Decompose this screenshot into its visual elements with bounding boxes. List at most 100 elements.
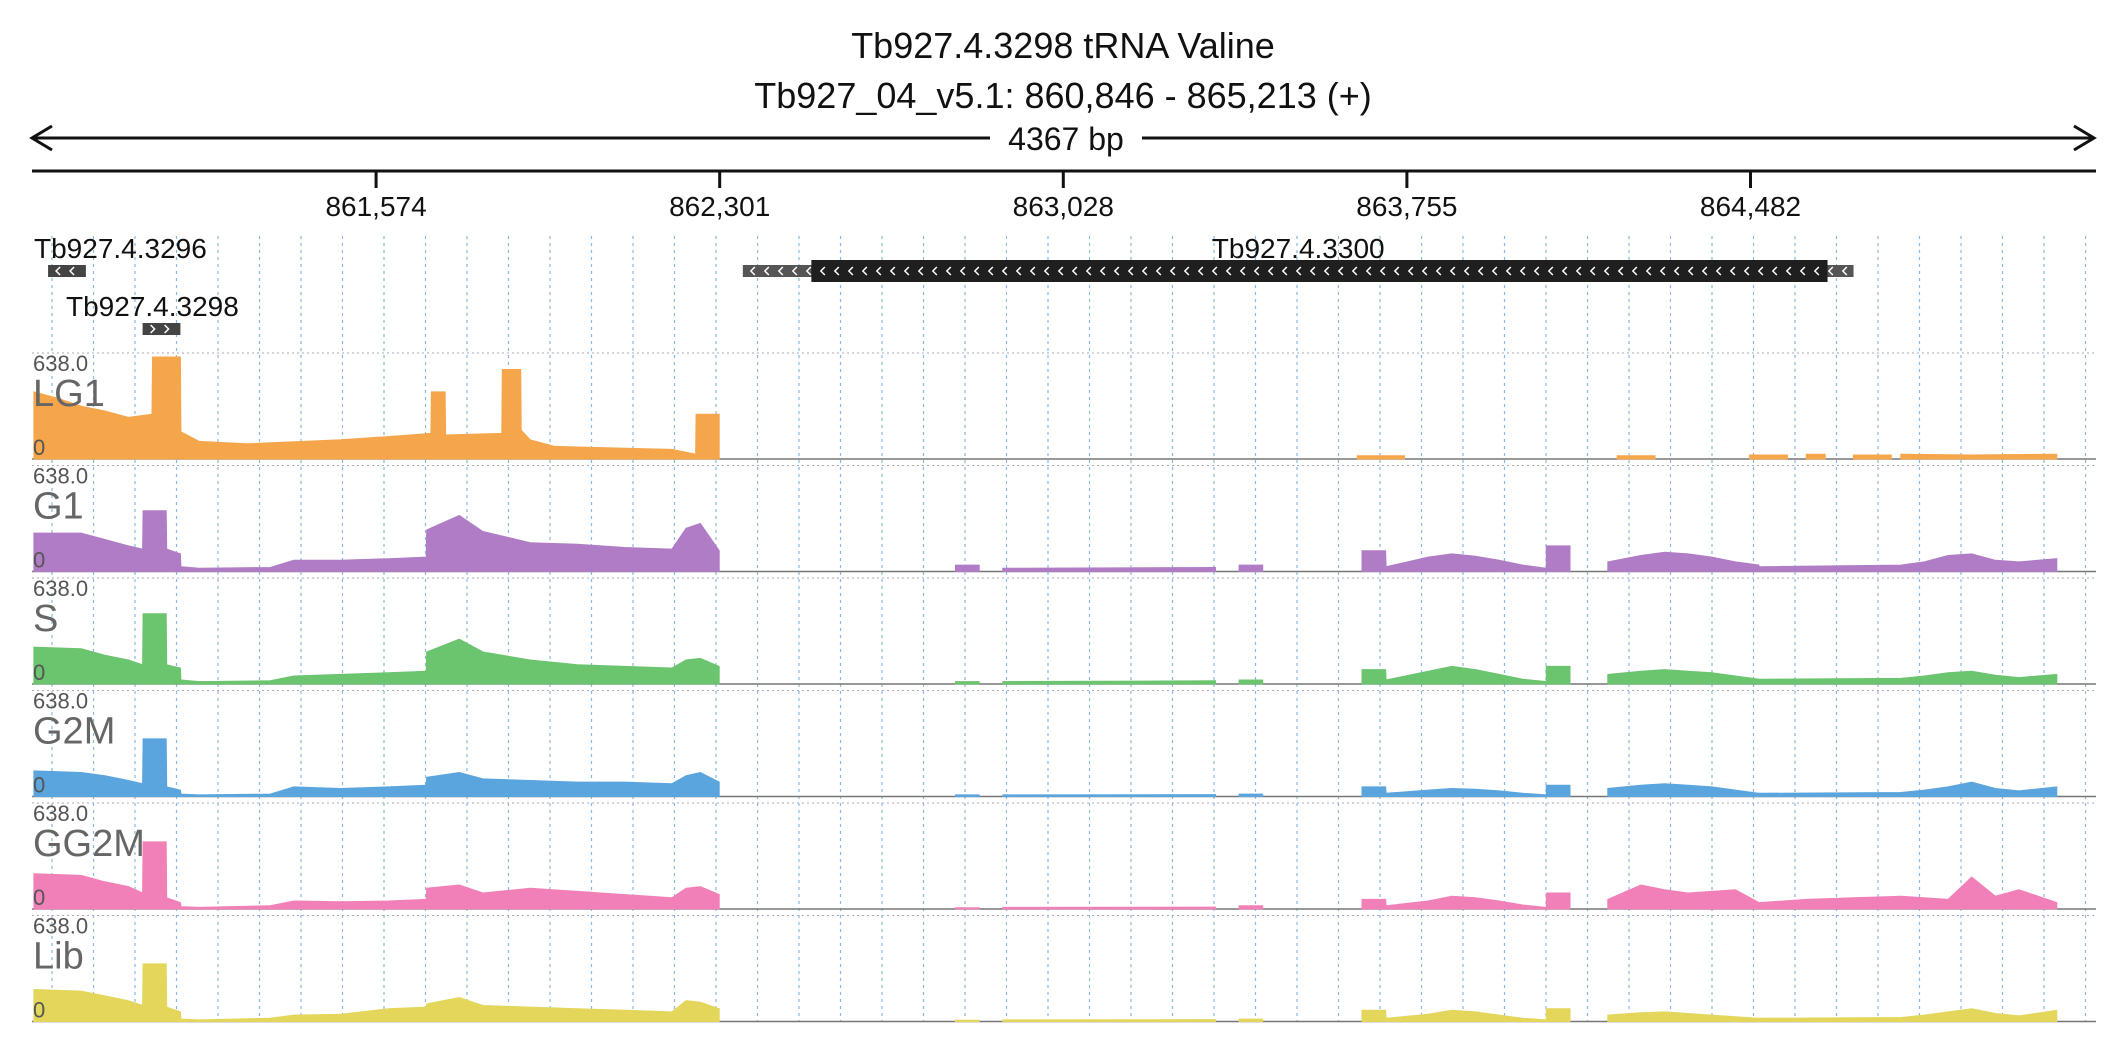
coverage-area (955, 794, 980, 797)
coverage-area (33, 841, 720, 910)
chevron-left-icon (1365, 266, 1372, 276)
chevron-left-icon (69, 266, 75, 276)
chevron-left-icon (1071, 266, 1078, 276)
chevron-left-icon (1827, 266, 1834, 276)
gene-label: Tb927.4.3300 (1212, 233, 1385, 264)
chevron-left-icon (1155, 266, 1162, 276)
track-ymin-label: 0 (33, 998, 45, 1023)
coverage-area (955, 564, 980, 572)
chevron-left-icon (1729, 266, 1736, 276)
chevron-left-icon (1575, 266, 1582, 276)
track-name-label: S (33, 598, 58, 640)
chevron-left-icon (1491, 266, 1498, 276)
track-name-label: G1 (33, 486, 84, 528)
chevron-left-icon (1715, 266, 1722, 276)
coverage-area (1607, 783, 1760, 797)
chevron-left-icon (1757, 266, 1764, 276)
span-length-label: 4367 bp (1008, 121, 1124, 157)
chevron-left-icon (917, 266, 924, 276)
chevron-left-icon (1533, 266, 1540, 276)
chevron-left-icon (903, 266, 910, 276)
track-name-label: Lib (33, 936, 84, 978)
chevron-left-icon (833, 266, 840, 276)
track-ymin-label: 0 (33, 885, 45, 910)
chart-title: Tb927.4.3298 tRNA Valine (851, 25, 1275, 66)
gene-cds-bar (811, 260, 1828, 282)
chevron-left-icon (1407, 266, 1414, 276)
tick-label: 861,574 (325, 191, 426, 222)
coverage-area (1607, 669, 1760, 685)
chevron-left-icon (1015, 266, 1022, 276)
track-ymax-label: 638.0 (33, 351, 88, 376)
chevron-left-icon (1169, 266, 1176, 276)
tick-label: 864,482 (1700, 191, 1801, 222)
chevron-left-icon (875, 266, 882, 276)
track-ymin-label: 0 (33, 660, 45, 685)
chevron-left-icon (1225, 266, 1232, 276)
chevron-left-icon (1253, 266, 1260, 276)
chevron-left-icon (749, 266, 756, 276)
span-ruler: 4367 bp (29, 121, 2097, 157)
chevron-left-icon (1631, 266, 1638, 276)
chevron-left-icon (1841, 266, 1848, 276)
track-ymax-label: 638.0 (33, 914, 88, 939)
chevron-left-icon (1547, 266, 1554, 276)
chevron-left-icon (1057, 266, 1064, 276)
coverage-area (33, 356, 720, 460)
chevron-left-icon (1645, 266, 1652, 276)
coverage-area (1758, 553, 2058, 572)
track-ymax-label: 638.0 (33, 689, 88, 714)
coverage-area (1758, 1008, 2058, 1022)
track-g1: 638.0G1 0 (32, 464, 2096, 573)
coverage-area (1002, 906, 1216, 910)
chevron-left-icon (973, 266, 980, 276)
coverage-area (1356, 455, 1405, 460)
chevron-left-icon (959, 266, 966, 276)
coverage-area (33, 510, 720, 572)
coverage-area (1853, 454, 1892, 460)
chevron-left-icon (1519, 266, 1526, 276)
chevron-left-icon (1295, 266, 1302, 276)
chevron-left-icon (1659, 266, 1666, 276)
coverage-area (1002, 680, 1216, 685)
coverage-area (1238, 793, 1264, 797)
coverage-area (1805, 453, 1826, 460)
chevron-left-icon (1309, 266, 1316, 276)
chevron-left-icon (1771, 266, 1778, 276)
coverage-area (1361, 550, 1547, 572)
grid-lines (51, 236, 2087, 1022)
coverage-area (955, 907, 980, 910)
coverage-area (1361, 1009, 1547, 1022)
coverage-area (1749, 454, 1788, 460)
tick-label: 863,755 (1356, 191, 1457, 222)
coordinate-ticks: 861,574 862,301 863,028 863,755 864,482 (325, 171, 1801, 222)
track-name-label: G2M (33, 711, 115, 753)
chevron-left-icon (819, 266, 826, 276)
arrowhead-right-icon (2073, 124, 2097, 152)
chevron-left-icon (1603, 266, 1610, 276)
coverage-area (1002, 1019, 1216, 1022)
chevron-left-icon (1267, 266, 1274, 276)
coverage-area (1545, 665, 1571, 685)
chevron-left-icon (861, 266, 868, 276)
track-ymax-label: 638.0 (33, 576, 88, 601)
track-ymax-label: 638.0 (33, 464, 88, 489)
chevron-left-icon (1141, 266, 1148, 276)
gene-label: Tb927.4.3296 (34, 233, 207, 264)
chevron-left-icon (1113, 266, 1120, 276)
coverage-area (1545, 892, 1571, 910)
track-ymin-label: 0 (33, 773, 45, 798)
track-ymin-label: 0 (33, 435, 45, 460)
chevron-left-icon (945, 266, 952, 276)
chevron-left-icon (1701, 266, 1708, 276)
chevron-left-icon (1785, 266, 1792, 276)
chevron-right-icon (150, 324, 156, 334)
coverage-area (1361, 895, 1547, 910)
coverage-area (1616, 455, 1656, 460)
coverage-area (1361, 665, 1547, 685)
chevron-left-icon (889, 266, 896, 276)
coverage-area (955, 1019, 980, 1022)
